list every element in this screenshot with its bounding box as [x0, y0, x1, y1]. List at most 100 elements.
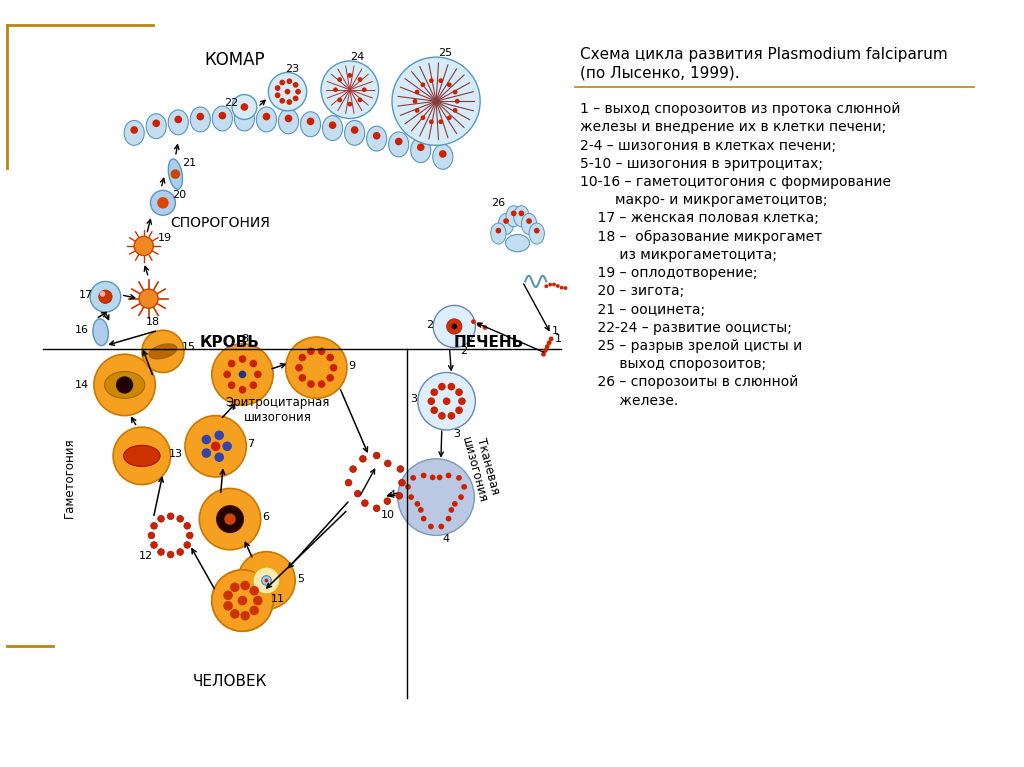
Circle shape	[151, 522, 158, 529]
Circle shape	[445, 472, 452, 479]
Ellipse shape	[367, 126, 387, 151]
Circle shape	[317, 347, 326, 355]
Circle shape	[361, 87, 367, 92]
Circle shape	[430, 475, 435, 480]
Text: 2-4 – шизогония в клетках печени;: 2-4 – шизогония в клетках печени;	[580, 139, 836, 153]
Circle shape	[130, 126, 138, 133]
Circle shape	[417, 143, 425, 151]
Circle shape	[453, 108, 458, 113]
Circle shape	[398, 479, 406, 486]
Text: 25: 25	[438, 48, 453, 58]
Circle shape	[139, 289, 158, 308]
Circle shape	[430, 407, 438, 414]
Circle shape	[438, 120, 443, 124]
Text: 19 – оплодотворение;: 19 – оплодотворение;	[580, 266, 758, 280]
Circle shape	[253, 596, 262, 605]
Circle shape	[253, 567, 280, 594]
Text: 11: 11	[271, 594, 285, 604]
Circle shape	[230, 582, 240, 592]
Circle shape	[447, 412, 456, 420]
Ellipse shape	[300, 112, 321, 137]
Text: железе.: железе.	[580, 393, 678, 407]
Circle shape	[563, 286, 567, 290]
Circle shape	[545, 285, 548, 288]
Circle shape	[223, 591, 232, 600]
Circle shape	[184, 542, 190, 548]
Circle shape	[295, 364, 303, 371]
Circle shape	[337, 97, 342, 102]
Text: 2: 2	[461, 347, 467, 357]
Circle shape	[211, 442, 220, 451]
Ellipse shape	[146, 114, 166, 139]
Circle shape	[456, 407, 463, 414]
Circle shape	[429, 78, 434, 83]
Ellipse shape	[344, 120, 365, 145]
Circle shape	[359, 456, 367, 463]
Circle shape	[447, 383, 456, 390]
Circle shape	[293, 96, 298, 101]
Circle shape	[547, 341, 552, 345]
Circle shape	[287, 99, 292, 105]
Text: 22: 22	[224, 98, 239, 108]
Text: 5: 5	[297, 574, 304, 584]
Text: 25 – разрыв зрелой цисты и: 25 – разрыв зрелой цисты и	[580, 339, 802, 353]
Text: 21: 21	[181, 157, 196, 167]
Circle shape	[98, 290, 113, 304]
Circle shape	[264, 578, 268, 582]
Text: КОМАР: КОМАР	[205, 51, 265, 69]
Circle shape	[327, 374, 334, 382]
Circle shape	[214, 453, 224, 462]
Circle shape	[429, 120, 434, 124]
Circle shape	[157, 197, 169, 209]
Circle shape	[329, 121, 337, 129]
Circle shape	[239, 386, 247, 393]
Circle shape	[222, 442, 232, 451]
Circle shape	[241, 112, 248, 120]
Circle shape	[307, 380, 314, 388]
Text: железы и внедрение их в клетки печени;: железы и внедрение их в клетки печени;	[580, 120, 886, 134]
Circle shape	[337, 77, 342, 82]
Circle shape	[151, 542, 158, 548]
Circle shape	[347, 102, 352, 107]
Circle shape	[354, 490, 361, 497]
Text: 8: 8	[241, 334, 248, 344]
Text: 2: 2	[426, 320, 433, 330]
Ellipse shape	[521, 213, 537, 235]
Circle shape	[452, 501, 458, 507]
Text: 23: 23	[286, 64, 299, 74]
Text: 3: 3	[453, 429, 460, 439]
Circle shape	[238, 551, 295, 609]
Circle shape	[395, 137, 402, 145]
Circle shape	[212, 570, 273, 631]
Text: 12: 12	[138, 551, 153, 561]
Circle shape	[374, 452, 380, 459]
Text: ПЕЧЕНЬ: ПЕЧЕНЬ	[454, 335, 524, 350]
Circle shape	[327, 354, 334, 361]
Text: 10-16 – гаметоцитогония с формирование: 10-16 – гаметоцитогония с формирование	[580, 175, 891, 189]
Text: 20: 20	[172, 190, 186, 200]
Circle shape	[217, 505, 244, 532]
Circle shape	[411, 475, 416, 481]
Text: 18 –  образование микрогамет: 18 – образование микрогамет	[580, 229, 822, 244]
Ellipse shape	[148, 344, 177, 359]
Text: 1 – выход спорозоитов из протока слюнной: 1 – выход спорозоитов из протока слюнной	[580, 102, 900, 116]
Circle shape	[280, 80, 285, 85]
Circle shape	[250, 586, 259, 595]
Circle shape	[262, 576, 271, 585]
Circle shape	[113, 427, 171, 485]
Circle shape	[174, 116, 182, 123]
Circle shape	[167, 551, 174, 558]
Ellipse shape	[168, 110, 188, 135]
Circle shape	[503, 218, 509, 224]
Circle shape	[184, 522, 190, 529]
Circle shape	[295, 89, 301, 94]
Circle shape	[357, 77, 362, 82]
Circle shape	[461, 484, 467, 489]
Circle shape	[307, 117, 314, 125]
Text: 17: 17	[79, 290, 93, 300]
Circle shape	[347, 73, 352, 77]
Text: 21 – ооцинета;: 21 – ооцинета;	[580, 302, 705, 317]
Circle shape	[518, 210, 524, 216]
Circle shape	[116, 377, 133, 393]
Circle shape	[224, 513, 236, 525]
